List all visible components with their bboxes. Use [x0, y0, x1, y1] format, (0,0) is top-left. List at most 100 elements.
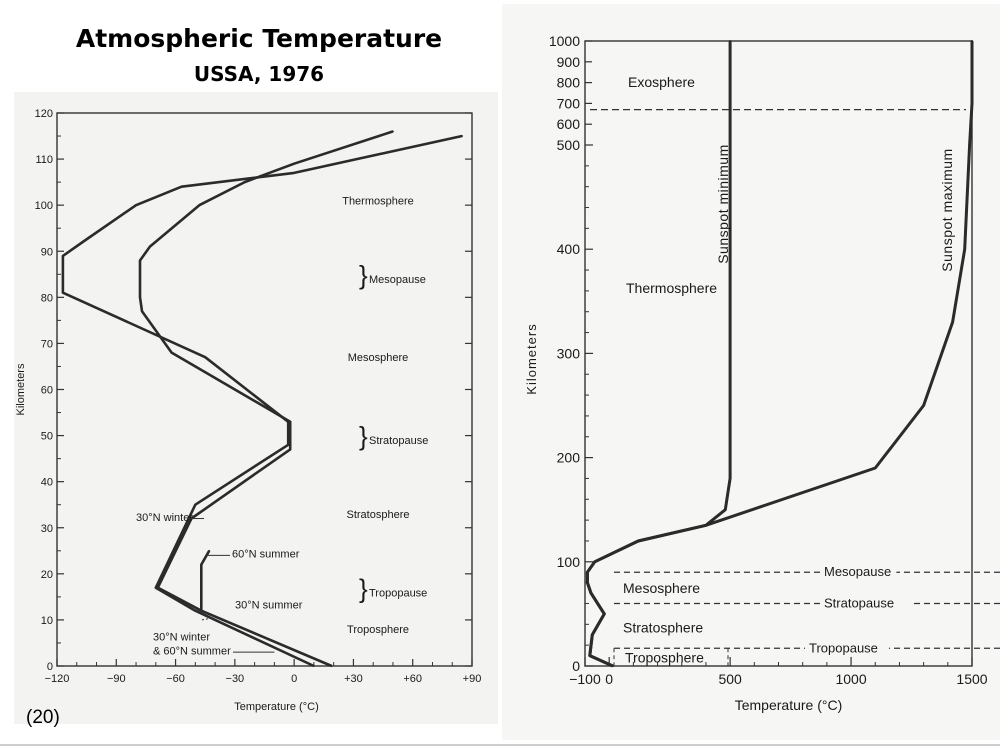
annotation-label: 30°N winter — [136, 512, 193, 524]
data-point — [590, 592, 593, 595]
left-temperature-chart: 0 10 20 30 40 50 60 70 80 90 100 110 120 −120 −90 −60 −3… — [15, 108, 482, 713]
data-point — [139, 296, 141, 299]
data-point — [62, 254, 64, 257]
data-point — [135, 204, 137, 207]
region-label: Stratopause — [369, 435, 428, 447]
data-point — [293, 162, 296, 165]
y-tick-label: 0 — [47, 661, 53, 673]
region-label: Exosphere — [628, 74, 695, 90]
y-tick-label: 30 — [41, 523, 53, 535]
y-tick-label: 300 — [557, 345, 581, 361]
level-label: Tropopause — [809, 640, 878, 655]
data-point — [243, 181, 246, 184]
temperature-profile-line — [138, 130, 394, 668]
data-point — [874, 467, 877, 470]
data-point — [951, 321, 954, 324]
right-chart-panel: 0 100 200 300 400 500 600 700 800 900 1000 −100 0 500… — [502, 4, 1000, 740]
data-point — [611, 665, 614, 667]
data-point — [170, 351, 173, 354]
data-point — [963, 248, 966, 251]
label-backdrop — [820, 593, 912, 610]
data-point — [392, 130, 394, 133]
x-tick-label: +60 — [403, 673, 422, 685]
y-tick-label: 400 — [557, 241, 581, 257]
y-tick-label: 800 — [557, 75, 581, 91]
x-tick-label: 0 — [605, 671, 613, 687]
y-tick-label: 100 — [35, 200, 53, 212]
data-point — [154, 586, 157, 589]
data-point — [293, 172, 296, 174]
y-tick-label: 80 — [41, 292, 53, 304]
region-label: Troposphere — [347, 624, 409, 636]
data-point — [148, 245, 151, 248]
data-point — [729, 248, 732, 251]
x-axis-label: Temperature (°C) — [735, 697, 843, 713]
data-point — [971, 102, 973, 105]
y-tick-label: 10 — [41, 615, 53, 627]
y-tick-label: 900 — [557, 54, 581, 70]
data-point — [139, 259, 141, 262]
region-label: Mesopause — [369, 274, 426, 286]
footer-rule — [0, 744, 1000, 746]
y-tick-label: 50 — [41, 431, 53, 443]
right-temperature-chart: 0 100 200 300 400 500 600 700 800 900 1000 −100 0 500… — [524, 33, 1000, 713]
data-point — [968, 144, 971, 146]
data-point — [194, 609, 197, 612]
y-axis-label: Kilometers — [15, 363, 27, 415]
data-point — [729, 477, 732, 480]
temperature-profile-line — [61, 134, 463, 668]
data-point — [287, 420, 290, 423]
data-point — [180, 185, 183, 188]
data-point — [208, 549, 211, 552]
brace-mark: } — [359, 260, 368, 290]
data-point — [204, 356, 207, 359]
data-point — [637, 539, 640, 542]
y-tick-label: 70 — [41, 338, 53, 350]
y-tick-label: 100 — [557, 554, 581, 570]
slide-title: Atmospheric Temperature — [75, 24, 443, 53]
y-tick-label: 20 — [41, 569, 53, 581]
region-label: Thermosphere — [626, 280, 717, 296]
data-point — [461, 135, 464, 137]
data-point — [603, 612, 606, 615]
x-tick-label: −90 — [107, 673, 126, 685]
slide-number: (20) — [26, 707, 60, 728]
y-tick-label: 110 — [35, 154, 53, 166]
data-point — [81, 241, 84, 243]
data-point — [200, 563, 203, 566]
x-tick-label: 0 — [291, 673, 297, 685]
data-point — [141, 310, 143, 313]
data-point — [198, 204, 201, 207]
annotation-leader — [201, 617, 214, 621]
slide-subtitle: USSA, 1976 — [193, 62, 325, 86]
y-tick-label: 600 — [557, 116, 581, 132]
x-tick-label: +30 — [344, 673, 363, 685]
x-tick-label: +90 — [463, 673, 482, 685]
data-point — [586, 571, 589, 574]
data-point — [194, 503, 197, 506]
data-point — [330, 665, 333, 667]
x-tick-label: −30 — [226, 673, 245, 685]
brace-mark: } — [359, 573, 368, 603]
label-backdrop — [820, 562, 897, 579]
y-tick-label: 40 — [41, 477, 53, 489]
data-point — [313, 665, 315, 667]
left-chart-panel: 0 10 20 30 40 50 60 70 80 90 100 110 120 −120 −90 −60 −3… — [14, 92, 498, 724]
y-tick-label: 500 — [557, 137, 581, 153]
annotation-label: & 60°N summer — [153, 645, 231, 657]
data-point — [729, 144, 732, 146]
y-tick-label: 200 — [557, 450, 581, 466]
y-tick-label: 1000 — [549, 33, 580, 49]
region-label: Mesosphere — [348, 352, 409, 364]
brace-mark: } — [359, 421, 368, 451]
data-point — [591, 633, 594, 636]
data-point — [704, 524, 707, 527]
y-tick-label: 60 — [41, 385, 53, 397]
data-point — [724, 508, 727, 511]
y-tick-label: 90 — [41, 246, 53, 258]
data-point — [287, 443, 290, 446]
level-label: Mesopause — [824, 564, 891, 579]
annotation-label: 30°N summer — [235, 599, 303, 611]
annotation-label: 60°N summer — [232, 549, 300, 561]
region-label: Tropopause — [369, 587, 427, 599]
